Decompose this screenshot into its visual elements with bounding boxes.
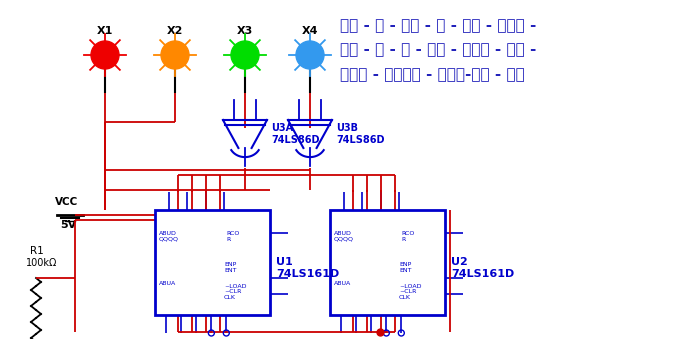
Text: 5V: 5V [60, 220, 76, 230]
Text: 全灭 - 蓝 - 绿蓝 - 绿 - 黄绿 - 黄绿蓝 -
黄蓝 - 黄 - 红 - 红蓝 - 红绿蓝 - 红绿 -
红黄绿 - 红黄绿蓝 - 红黄蓝-红黄 - : 全灭 - 蓝 - 绿蓝 - 绿 - 黄绿 - 黄绿蓝 - 黄蓝 - 黄 - 红 … [340, 18, 536, 82]
Text: RCO
R: RCO R [401, 231, 415, 242]
Text: ABUD
QQQQ: ABUD QQQQ [159, 231, 179, 242]
Text: ABUA: ABUA [159, 281, 176, 286]
Text: X1: X1 [97, 26, 113, 36]
Text: U1
74LS161D: U1 74LS161D [276, 257, 339, 279]
Circle shape [231, 41, 259, 69]
Circle shape [296, 41, 324, 69]
Text: 100kΩ: 100kΩ [26, 258, 57, 268]
Text: X2: X2 [167, 26, 183, 36]
Circle shape [91, 41, 119, 69]
Bar [155, 210, 270, 315]
Text: R1: R1 [30, 246, 44, 256]
Text: ENP
ENT: ENP ENT [399, 262, 412, 273]
Text: U3B
74LS86D: U3B 74LS86D [336, 123, 384, 145]
Text: X3: X3 [237, 26, 253, 36]
Text: ~LOAD
~CLR
CLK: ~LOAD ~CLR CLK [399, 284, 422, 300]
Text: U3A
74LS86D: U3A 74LS86D [271, 123, 319, 145]
Text: VCC: VCC [55, 197, 78, 207]
Text: ABUA: ABUA [334, 281, 351, 286]
Text: ENP
ENT: ENP ENT [224, 262, 236, 273]
Bar [330, 210, 445, 315]
Text: RCO
R: RCO R [226, 231, 240, 242]
Circle shape [161, 41, 189, 69]
Text: ~LOAD
~CLR
CLK: ~LOAD ~CLR CLK [224, 284, 247, 300]
Text: ABUD
QQQQ: ABUD QQQQ [334, 231, 354, 242]
Text: X4: X4 [302, 26, 319, 36]
Text: U2
74LS161D: U2 74LS161D [451, 257, 514, 279]
